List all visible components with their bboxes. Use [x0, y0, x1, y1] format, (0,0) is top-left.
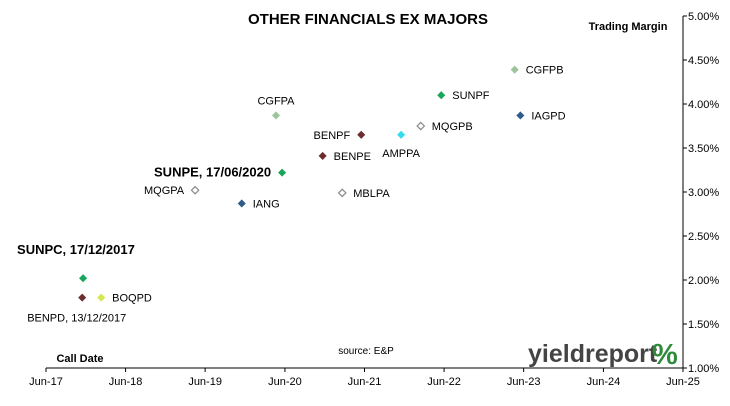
- x-tick-label: Jun-18: [109, 376, 143, 388]
- data-point-iang: [237, 199, 246, 208]
- data-point-mqgpa: [190, 185, 200, 195]
- y-tick-label: 1.00%: [688, 363, 719, 375]
- x-tick-label: Jun-22: [427, 376, 461, 388]
- y-tick-label: 4.00%: [688, 99, 719, 111]
- data-point-sunpc: [79, 274, 88, 283]
- y-axis-title: Trading Margin: [589, 21, 668, 33]
- y-tick-label: 3.00%: [688, 187, 719, 199]
- x-tick-label: Jun-20: [268, 376, 302, 388]
- y-tick-label: 2.00%: [688, 275, 719, 287]
- x-tick-label: Jun-21: [348, 376, 382, 388]
- data-point-cgfpb: [510, 65, 519, 74]
- data-label-benpd: BENPD, 13/12/2017: [27, 313, 126, 325]
- data-label-mblpa: MBLPA: [353, 188, 390, 200]
- x-tick-label: Jun-24: [587, 376, 621, 388]
- y-tick-label: 2.50%: [688, 231, 719, 243]
- x-tick-label: Jun-19: [188, 376, 222, 388]
- data-label-mqgpb: MQGPB: [432, 121, 473, 133]
- data-point-mqgpb: [416, 121, 426, 131]
- data-label-benpf: BENPF: [314, 130, 351, 142]
- data-point-boqpd: [97, 293, 106, 302]
- data-label-sunpf: SUNPF: [452, 90, 490, 102]
- data-label-cgfpb: CGFPB: [526, 65, 564, 77]
- logo-percent-symbol: %: [652, 339, 678, 371]
- data-point-benpe: [318, 151, 327, 160]
- data-label-iagpd: IAGPD: [531, 110, 565, 122]
- data-label-sunpe: SUNPE, 17/06/2020: [154, 165, 271, 180]
- data-point-amppa: [397, 130, 406, 139]
- data-label-sunpc: SUNPC, 17/12/2017: [17, 242, 135, 257]
- logo-wordmark: yieldreport: [528, 340, 658, 368]
- data-point-benpf: [357, 130, 366, 139]
- data-point-sunpf: [437, 91, 446, 100]
- yieldreport-logo: yieldreport %: [528, 339, 678, 371]
- x-tick-label: Jun-17: [29, 376, 63, 388]
- y-tick-label: 3.50%: [688, 143, 719, 155]
- ticks-layer: Jun-17 Jun-18 Jun-19 Jun-20 Jun-21 Jun-22 Jun-…: [29, 11, 719, 388]
- source-note: source: E&P: [338, 346, 394, 357]
- data-label-cgfpa: CGFPA: [257, 95, 295, 107]
- data-label-amppa: AMPPA: [382, 148, 420, 160]
- data-label-mqgpa: MQGPA: [144, 185, 185, 197]
- x-tick-label: Jun-25: [666, 376, 700, 388]
- points-layer: SUNPC, 17/12/2017 BENPD, 13/12/2017 BOQPD M…: [17, 65, 566, 325]
- x-axis-title: Call Date: [56, 353, 103, 365]
- data-label-iang: IANG: [253, 198, 280, 210]
- data-point-iagpd: [516, 111, 525, 120]
- data-point-sunpe: [278, 168, 287, 177]
- y-tick-label: 5.00%: [688, 11, 719, 23]
- y-tick-label: 1.50%: [688, 319, 719, 331]
- y-tick-label: 4.50%: [688, 55, 719, 67]
- data-label-boqpd: BOQPD: [112, 293, 152, 305]
- chart-title: OTHER FINANCIALS EX MAJORS: [248, 11, 488, 28]
- data-point-benpd: [78, 293, 87, 302]
- data-point-mblpa: [337, 188, 347, 198]
- x-tick-label: Jun-23: [507, 376, 541, 388]
- data-label-benpe: BENPE: [334, 151, 371, 163]
- data-point-cgfpa: [271, 111, 281, 120]
